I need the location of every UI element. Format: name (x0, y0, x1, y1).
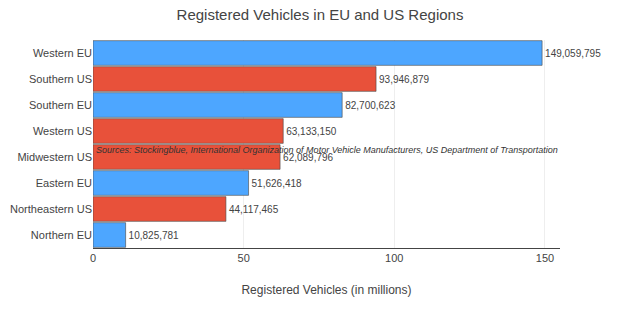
svg-text:0: 0 (90, 252, 96, 264)
svg-text:Western US: Western US (33, 125, 92, 137)
svg-text:82,700,623: 82,700,623 (345, 100, 395, 111)
svg-text:44,117,465: 44,117,465 (229, 204, 279, 215)
svg-text:93,946,879: 93,946,879 (379, 74, 429, 85)
svg-text:Eastern EU: Eastern EU (36, 177, 92, 189)
svg-text:Southern EU: Southern EU (29, 99, 92, 111)
svg-text:62,089,796: 62,089,796 (283, 152, 333, 163)
svg-text:Northeastern US: Northeastern US (10, 203, 92, 215)
svg-text:150: 150 (536, 252, 554, 264)
svg-text:51,626,418: 51,626,418 (252, 178, 302, 189)
svg-text:100: 100 (385, 252, 403, 264)
svg-text:Sources: Stockingblue, Interna: Sources: Stockingblue, International Org… (96, 145, 558, 155)
svg-text:10,825,781: 10,825,781 (129, 230, 179, 241)
svg-text:Southern US: Southern US (29, 73, 92, 85)
svg-text:50: 50 (238, 252, 250, 264)
svg-text:Registered Vehicles in EU and: Registered Vehicles in EU and US Regions (177, 6, 464, 23)
svg-text:149,059,795: 149,059,795 (545, 48, 601, 59)
svg-text:63,133,150: 63,133,150 (286, 126, 336, 137)
svg-text:Midwestern US: Midwestern US (17, 151, 92, 163)
svg-text:Northern EU: Northern EU (31, 229, 92, 241)
svg-text:Registered Vehicles (in millio: Registered Vehicles (in millions) (241, 283, 411, 297)
svg-text:Western EU: Western EU (33, 47, 92, 59)
